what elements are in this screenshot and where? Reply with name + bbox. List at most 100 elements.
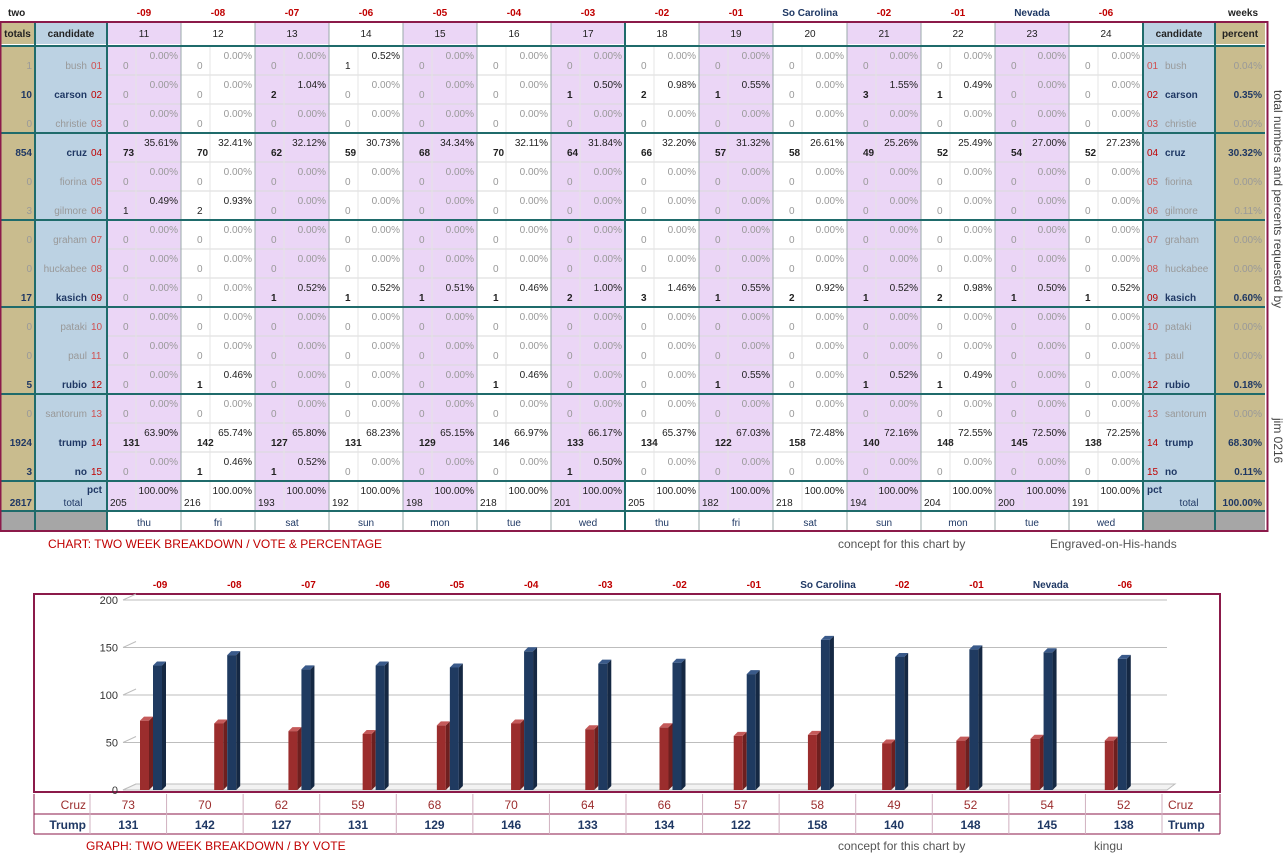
day-percent: 0.00% (816, 312, 844, 323)
day-vote: 2 (789, 293, 795, 304)
day-header-bg (773, 22, 847, 44)
day-vote: 0 (1085, 322, 1091, 333)
day-percent: 0.00% (446, 370, 474, 381)
candidate-name-right: bush (1165, 61, 1187, 72)
day-vote: 0 (641, 351, 647, 362)
day-vote: 0 (1011, 177, 1017, 188)
day-percent: 0.00% (150, 109, 178, 120)
day-vote: 62 (271, 148, 283, 159)
weekday-label: thu (137, 518, 151, 529)
candidate-number-right: 13 (1147, 409, 1159, 420)
candidate-name: christie (55, 119, 87, 130)
y-tick-label: 150 (100, 643, 118, 655)
day-percent: 0.00% (150, 167, 178, 178)
candidate-number-right: 12 (1147, 380, 1159, 391)
candidate-number-right: 01 (1147, 61, 1159, 72)
day-vote: 0 (1085, 467, 1091, 478)
bar-cruz (882, 739, 896, 790)
day-vote: 0 (123, 235, 129, 246)
day-vote: 1 (123, 206, 129, 217)
day-vote: 1 (1011, 293, 1017, 304)
day-percent: 0.00% (150, 399, 178, 410)
totals-column-bg (0, 46, 35, 511)
day-percent: 0.00% (890, 457, 918, 468)
day-percent: 1.04% (298, 80, 326, 91)
day-percent: 0.50% (1038, 283, 1066, 294)
day-percent: 0.00% (742, 225, 770, 236)
bar-trump (524, 647, 538, 790)
day-percent: 0.00% (446, 254, 474, 265)
day-vote: 0 (1011, 119, 1017, 130)
day-vote: 1 (419, 293, 425, 304)
weekday-label: sun (876, 518, 892, 529)
day-percent: 0.00% (964, 312, 992, 323)
weekday-left-bg (0, 511, 107, 531)
candidate-name: graham (53, 235, 87, 246)
day-vote: 1 (271, 293, 277, 304)
day-vote: 2 (937, 293, 943, 304)
side-note: total numbers and percents requested by (1271, 90, 1285, 308)
pct-label-right: pct (1147, 485, 1163, 496)
day-percent: 0.00% (372, 196, 400, 207)
candidate-percent: 0.35% (1234, 90, 1262, 101)
day-vote: 0 (345, 264, 351, 275)
day-vote: 2 (271, 90, 277, 101)
candidate-header-right-bg (1143, 22, 1215, 44)
weekday-label: sat (285, 518, 299, 529)
day-vote: 0 (271, 235, 277, 246)
day-percent: 0.00% (150, 80, 178, 91)
day-vote: 0 (789, 235, 795, 246)
total-label: total (64, 498, 83, 509)
weekday-label: tue (1025, 518, 1039, 529)
day-total: 193 (258, 498, 275, 509)
candidate-number: 09 (91, 293, 103, 304)
day-vote: 0 (567, 351, 573, 362)
day-vote: 0 (789, 206, 795, 217)
day-vote: 0 (567, 380, 573, 391)
day-percent: 0.98% (668, 80, 696, 91)
day-vote: 0 (567, 177, 573, 188)
day-vote: 0 (123, 264, 129, 275)
candidate-percent: 0.00% (1234, 177, 1262, 188)
day-percent: 0.00% (1112, 80, 1140, 91)
day-vote: 0 (197, 293, 203, 304)
day-vote: 0 (197, 235, 203, 246)
y-tick-label: 50 (106, 738, 118, 750)
table-frame (0, 21, 1269, 532)
candidate-name: fiorina (60, 177, 88, 188)
day-vote: 1 (567, 467, 573, 478)
bar-cruz (659, 723, 673, 790)
candidate-name: santorum (45, 409, 87, 420)
day-vote: 0 (1011, 351, 1017, 362)
series-value: 52 (964, 798, 978, 812)
day-percent: 0.52% (890, 370, 918, 381)
candidate-header: candidate (48, 29, 95, 40)
day-percent: 0.00% (668, 370, 696, 381)
day-vote: 0 (345, 177, 351, 188)
day-percent: 32.20% (662, 138, 696, 149)
candidate-number-right: 09 (1147, 293, 1159, 304)
day-percent: 0.00% (816, 225, 844, 236)
day-vote: 64 (567, 148, 579, 159)
day-percent: 0.00% (964, 254, 992, 265)
day-percent: 0.00% (372, 80, 400, 91)
day-percent: 0.00% (668, 51, 696, 62)
day-total-percent: 100.00% (509, 486, 549, 497)
category-label: So Carolina (800, 580, 856, 591)
day-vote: 0 (863, 177, 869, 188)
weekday-right-bg (1143, 511, 1265, 531)
day-header-bg (403, 22, 477, 44)
day-total-percent: 100.00% (731, 486, 771, 497)
day-vote: 0 (1011, 90, 1017, 101)
day-total-percent: 100.00% (657, 486, 697, 497)
candidate-number-right: 08 (1147, 264, 1159, 275)
candidate-total: 17 (21, 293, 33, 304)
series-value: 148 (961, 818, 981, 832)
day-percent: 0.00% (816, 254, 844, 265)
category-label: -02 (895, 580, 910, 591)
weekday-label: wed (578, 518, 597, 529)
candidate-name: no (75, 467, 87, 478)
day-percent: 0.00% (742, 51, 770, 62)
day-header-bg (551, 22, 625, 44)
day-number: 11 (139, 29, 150, 40)
